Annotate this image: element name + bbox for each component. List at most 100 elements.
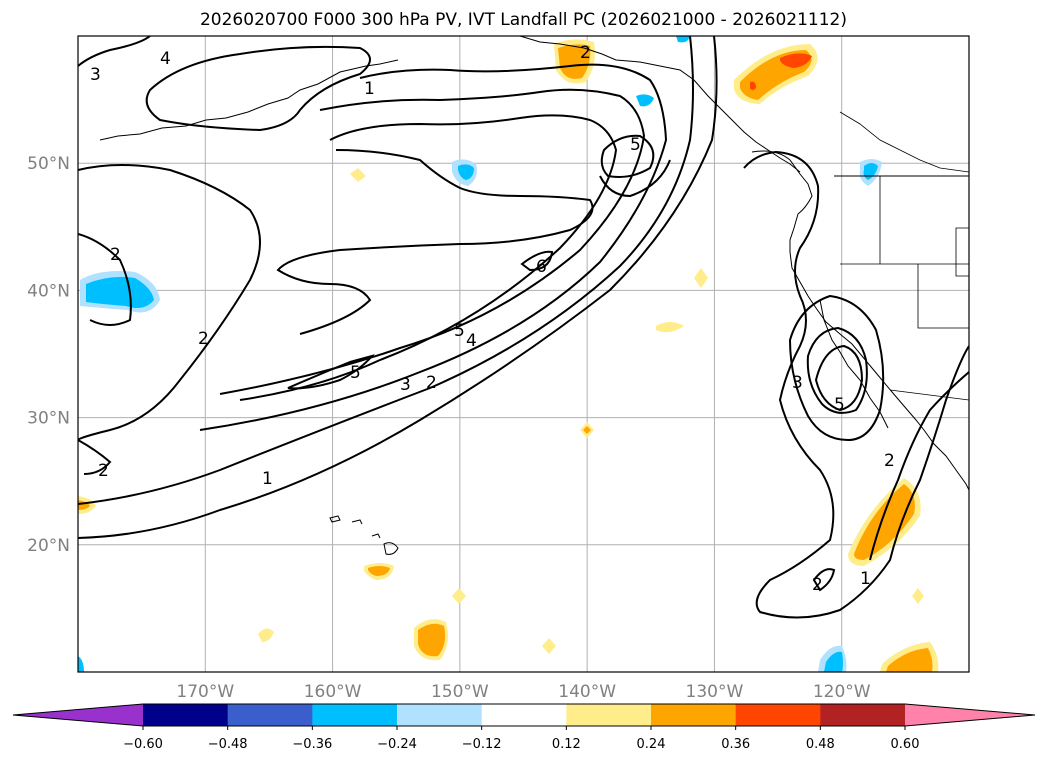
pv-contour-2e <box>869 371 969 561</box>
pos-anomaly-patch <box>912 588 924 604</box>
pv-contour-1b <box>276 149 594 335</box>
pv-contour-4c <box>806 326 868 414</box>
contour-label: 2 <box>98 461 109 481</box>
latitude-labels: 20°N 30°N 40°N 50°N <box>27 154 70 556</box>
neg-anomaly-patch <box>676 36 690 43</box>
colorbar-label: −0.60 <box>123 737 163 752</box>
map-title: 2026020700 F000 300 hPa PV, IVT Landfall… <box>199 10 847 30</box>
contour-label: 1 <box>364 79 375 99</box>
pv-contour-2f <box>812 568 836 592</box>
pos-anomaly-patch <box>542 638 556 654</box>
pos-anomaly-patch <box>452 588 466 604</box>
pos-anomaly-patch <box>886 648 933 672</box>
neg-anomaly-patch <box>636 94 654 107</box>
pv-contour-6 <box>520 250 554 272</box>
colorbar-segment <box>312 704 398 726</box>
pv-contour-1c <box>743 150 969 619</box>
pv-contour-3c <box>788 294 885 442</box>
lat-tick-label: 40°N <box>27 281 70 301</box>
lat-tick-label: 20°N <box>27 536 70 556</box>
colorbar-label: −0.12 <box>462 737 502 752</box>
colorbar-extend-high <box>905 704 1035 726</box>
north-america-coast <box>751 150 969 491</box>
colorbar-label: 0.36 <box>721 737 750 752</box>
contour-label: 3 <box>400 375 411 395</box>
contour-labels: 4 3 1 2 5 6 2 5 4 3 2 1 5 2 2 3 5 2 2 1 <box>90 43 895 595</box>
contour-label: 5 <box>454 321 465 341</box>
contour-label: 4 <box>160 49 171 69</box>
colorbar-segment <box>397 704 483 726</box>
lon-tick-label: 150°W <box>431 682 489 702</box>
contour-label: 1 <box>860 569 871 589</box>
contour-label: 6 <box>536 257 547 277</box>
contour-label: 1 <box>262 469 273 489</box>
pos-anomaly-patch <box>656 322 684 333</box>
state-border <box>917 264 969 329</box>
colorbar-label: −0.48 <box>208 737 248 752</box>
colorbar-label: 0.24 <box>637 737 666 752</box>
contour-label: 2 <box>580 43 591 63</box>
baja-california <box>819 299 889 429</box>
pv-contour-5e <box>599 159 671 198</box>
contour-label: 2 <box>812 575 823 595</box>
pv-contour-2b <box>78 164 261 441</box>
colorbar-segment <box>820 704 906 726</box>
pv-contours <box>78 36 969 619</box>
colorbar-segment <box>651 704 737 726</box>
pos-anomaly-patch <box>350 168 366 182</box>
mexico-border <box>889 389 969 401</box>
contour-label: 2 <box>884 451 895 471</box>
contour-label: 3 <box>90 65 101 85</box>
lat-tick-label: 50°N <box>27 154 70 174</box>
pv-contour-5c <box>600 134 655 178</box>
hawaii-island <box>371 533 381 539</box>
pv-contour-1 <box>78 36 718 539</box>
shaded-anomalies <box>78 36 939 672</box>
lon-tick-label: 120°W <box>813 682 871 702</box>
colorbar-segment <box>566 704 652 726</box>
colorbar-label: −0.36 <box>292 737 332 752</box>
pv-contour-3 <box>199 63 668 431</box>
pv-contour-2d <box>78 439 112 475</box>
contour-label: 5 <box>350 363 361 383</box>
pos-anomaly-patch <box>418 623 446 657</box>
contour-label: 5 <box>630 135 641 155</box>
pos-anomaly-patch <box>750 81 756 90</box>
lon-tick-label: 140°W <box>558 682 616 702</box>
lon-tick-label: 160°W <box>304 682 362 702</box>
lat-tick-label: 30°N <box>27 409 70 429</box>
colorbar-extend-low <box>13 704 143 726</box>
pv-contour-5 <box>239 114 618 401</box>
pos-anomaly-patch <box>583 426 591 434</box>
pos-anomaly-patch <box>694 268 708 288</box>
neg-anomaly-patch <box>86 276 154 308</box>
hawaii-island <box>329 515 341 523</box>
pv-contour-2 <box>78 36 694 505</box>
coastlines <box>99 36 969 555</box>
colorbar-label: −0.24 <box>377 737 417 752</box>
pos-anomaly-patch <box>78 500 90 510</box>
pv-contour-5b <box>287 354 375 390</box>
pos-anomaly-patch <box>258 628 274 642</box>
pv-contour-2c <box>78 233 132 326</box>
pv-contour-4b <box>145 45 371 132</box>
lon-tick-label: 130°W <box>686 682 744 702</box>
aleutian-islands <box>99 59 399 141</box>
province-border <box>839 111 969 173</box>
contour-label: 2 <box>426 373 437 393</box>
lon-tick-label: 170°W <box>176 682 234 702</box>
contour-label: 4 <box>466 331 477 351</box>
colorbar-label: 0.60 <box>891 737 920 752</box>
longitude-labels: 170°W 160°W 150°W 140°W 130°W 120°W <box>176 682 870 702</box>
pos-anomaly-patch <box>780 53 812 68</box>
colorbar-segment <box>227 704 313 726</box>
pv-contour-4 <box>219 88 646 395</box>
neg-anomaly-patch <box>824 651 843 672</box>
pv-contour-3b <box>78 36 151 67</box>
colorbar-segment <box>735 704 821 726</box>
pos-anomaly-patch <box>558 44 591 79</box>
pos-anomaly-patch <box>854 484 915 560</box>
colorbar-label: 0.12 <box>552 737 581 752</box>
state-border <box>955 227 969 277</box>
